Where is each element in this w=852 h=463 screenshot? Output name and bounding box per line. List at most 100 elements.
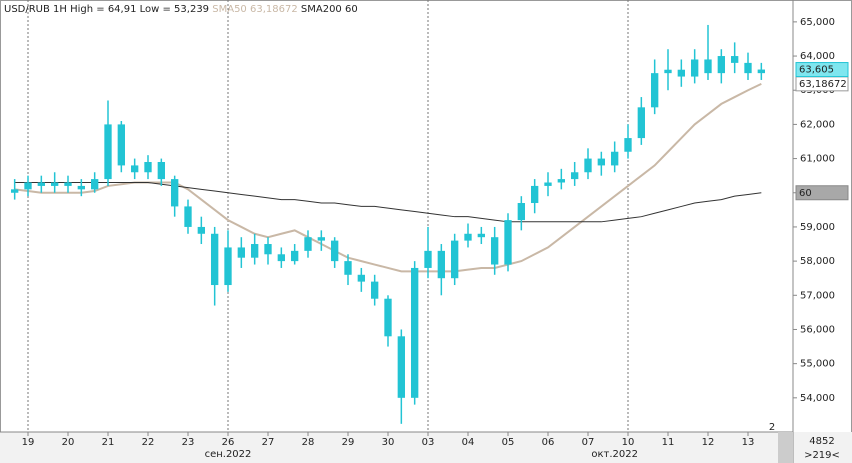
price-tag-text: 63,605: [799, 65, 834, 76]
candle-body: [264, 244, 272, 255]
scroll-box[interactable]: [778, 432, 793, 463]
candle-body: [144, 162, 152, 173]
candle-body: [211, 233, 219, 286]
x-tick-label: 26: [222, 437, 235, 448]
sma50-name: SMA50: [212, 4, 247, 15]
candle-body: [744, 62, 752, 74]
candle-body: [251, 244, 259, 258]
candle-body: [317, 237, 325, 241]
y-tick-label: 57,000: [800, 290, 835, 301]
candle-body: [597, 158, 605, 166]
candle-body: [504, 220, 512, 265]
candle-body: [11, 189, 19, 193]
candle-body: [544, 182, 552, 186]
x-tick-label: 04: [462, 437, 475, 448]
candle-body: [77, 185, 85, 190]
bar-count: 4852: [809, 436, 834, 447]
candle-body: [424, 250, 432, 268]
x-tick-label: 11: [662, 437, 675, 448]
candle-body: [637, 107, 645, 139]
x-tick-label: 07: [582, 437, 595, 448]
bar-offset: >219<: [804, 450, 840, 461]
candle-body: [411, 267, 419, 398]
candle-body: [291, 250, 299, 262]
candle-body: [237, 247, 245, 258]
candle-body: [584, 158, 592, 173]
sma50-tag-text: 63,18672: [799, 79, 847, 90]
candle-body: [117, 124, 125, 166]
candle-body: [24, 182, 32, 190]
month-label: сен.2022: [205, 449, 252, 460]
price-tag-box: [795, 62, 849, 78]
candle-body: [171, 179, 179, 207]
candle-body: [64, 182, 72, 186]
x-tick-label: 29: [342, 437, 355, 448]
candle-body: [664, 69, 672, 74]
candle-body: [384, 298, 392, 337]
candle-body: [717, 56, 725, 74]
y-tick-label: 58,000: [800, 256, 835, 267]
x-tick-label: 10: [622, 437, 635, 448]
y-tick-label: 64,000: [800, 51, 835, 62]
sma-line: [14, 182, 762, 223]
y-tick-label: 54,000: [800, 393, 835, 404]
candle-body: [611, 151, 619, 166]
candle-body: [197, 226, 205, 234]
page-number: 2: [769, 422, 775, 433]
candle-body: [157, 162, 165, 180]
candle-body: [131, 165, 139, 173]
candle-body: [331, 240, 339, 262]
candle-body: [477, 233, 485, 238]
y-tick-label: 65,000: [800, 17, 835, 28]
candle-body: [757, 69, 765, 74]
y-tick-label: 55,000: [800, 359, 835, 370]
candle-body: [224, 247, 232, 286]
candle-body: [731, 56, 739, 63]
candle-body: [491, 237, 499, 265]
x-tick-label: 21: [102, 437, 115, 448]
y-tick-label: 61,000: [800, 154, 835, 165]
y-tick-label: 59,000: [800, 222, 835, 233]
sma200-tag-box: [795, 185, 849, 201]
candle-body: [344, 261, 352, 275]
candle-body: [677, 69, 685, 77]
candle-body: [557, 179, 565, 183]
candle-body: [517, 203, 525, 221]
x-tick-label: 13: [742, 437, 755, 448]
candle-body: [371, 281, 379, 299]
x-tick-label: 03: [422, 437, 435, 448]
sma200-tag-text: 60: [799, 188, 812, 199]
x-tick-label: 19: [22, 437, 35, 448]
y-tick-label: 56,000: [800, 324, 835, 335]
candle-body: [184, 206, 192, 227]
candle-body: [397, 336, 405, 398]
candle-body: [437, 250, 445, 279]
candle-body: [651, 73, 659, 108]
candle-body: [571, 172, 579, 180]
candle-body: [691, 59, 699, 77]
x-tick-label: 27: [262, 437, 275, 448]
candle-body: [624, 138, 632, 152]
candle-body: [277, 254, 285, 262]
x-tick-label: 12: [702, 437, 715, 448]
title-text: USD/RUB 1H High = 64,91 Low = 53,239: [4, 4, 209, 15]
candle-body: [531, 185, 539, 204]
candle-body: [704, 59, 712, 74]
candle-body: [464, 233, 472, 241]
x-tick-label: 05: [502, 437, 515, 448]
x-tick-label: 06: [542, 437, 555, 448]
sma50-value: 63,18672: [250, 4, 298, 15]
candle-body: [451, 240, 459, 279]
x-axis-strip: [0, 432, 852, 463]
sma200-name: SMA200: [301, 4, 342, 15]
candle-body: [51, 182, 59, 186]
candle-body: [37, 182, 45, 186]
sma200-value: 60: [345, 4, 358, 15]
month-label: окт.2022: [591, 449, 638, 460]
x-tick-label: 20: [62, 437, 75, 448]
x-tick-label: 23: [182, 437, 195, 448]
candle-body: [104, 124, 112, 180]
candle-body: [357, 274, 365, 282]
